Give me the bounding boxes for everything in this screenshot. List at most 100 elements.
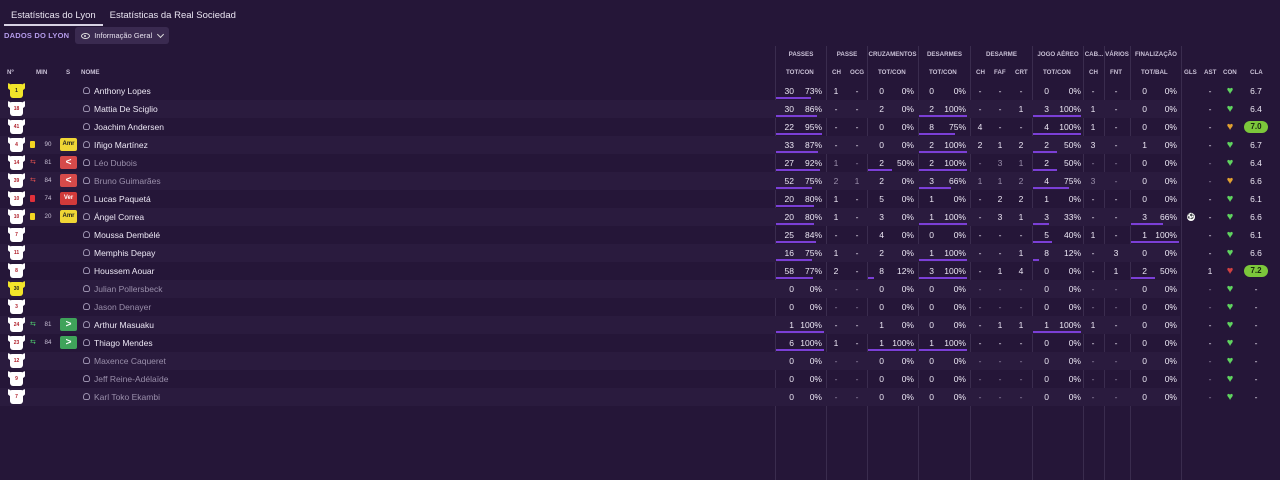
col-header-desarme-ch[interactable]: CH [976,69,985,76]
tab-lyon-stats[interactable]: Estatísticas do Lyon [4,8,103,26]
shirt-number-icon: 12 [10,354,23,368]
passes-bar [776,115,817,117]
table-row[interactable]: 18 Mattia De Sciglio 30 86% - -2 0% 2 100% - -1 3 10… [0,100,1262,118]
aerial-bar [1033,187,1069,189]
passes-pct: 75% [804,248,822,258]
col-header-cruz-tot-con[interactable]: TOT/CON [878,69,906,76]
faf-value: 3 [997,158,1003,168]
key-passes: 1 [833,212,839,222]
assists-value: - [1208,302,1212,312]
player-name: Ángel Correa [94,212,145,222]
passes-pct: 0% [809,302,822,312]
tackles-bar [919,349,967,351]
table-row[interactable]: 24 ⇆ 81 > Arthur Masuaku 1 100% - -1 0% 0 0% -1 1 1 100… [0,316,1257,334]
shirt-number-icon: 39 [10,174,23,188]
table-row[interactable]: 9 Jeff Reine-Adélaïde 0 0% - -0 0% 0 0% - - -0 0% - -0… [0,370,1257,388]
tackle-ch: 1 [977,176,983,186]
table-row[interactable]: 11 Memphis Depay 16 75% 1-2 0% 1 100% - -1 8 12% -3 0… [0,244,1262,262]
col-header-des-tot-con[interactable]: TOT/CON [929,69,957,76]
table-row[interactable]: 30 Julian Pollersbeck 0 0% - -0 0% 0 0% - - -0 0% - -0… [0,280,1257,298]
shots-pct: 0% [1164,320,1177,330]
passes-total: 16 [784,248,794,258]
crosses-total: 2 [879,158,884,168]
table-row[interactable]: 1 Anthony Lopes 30 73% 1-0 0% 0 0% - - -0 0% - -0 0% - ♥… [0,82,1262,100]
table-row[interactable]: 12 Maxence Caqueret 0 0% - -0 0% 0 0% - - -0 0% - -0 0%… [0,352,1257,370]
player-head-icon [83,249,90,256]
col-header-nome[interactable]: NOME [81,69,100,76]
tackle-ch: - [978,194,982,204]
faf-value: - [998,284,1002,294]
player-head-icon [83,87,90,94]
col-header-ast[interactable]: AST [1204,69,1217,76]
view-select[interactable]: Informação Geral [75,27,170,44]
passes-total: 27 [784,158,794,168]
condition-heart-icon: ♥ [1226,337,1234,349]
passes-pct: 75% [804,176,822,186]
faf-value: - [998,302,1002,312]
condition-heart-icon: ♥ [1226,229,1234,241]
shirt-number-icon: 41 [10,120,23,134]
passes-pct: 0% [809,392,822,402]
status-badge: > [60,336,77,349]
table-row[interactable]: 8 Houssem Aouar 58 77% 2-8 12% 3 100% -1 4 0 0% -1 2 5… [0,262,1268,280]
ocg-value: - [855,140,859,150]
col-header-passe-ch[interactable]: CH [832,69,841,76]
condition-heart-icon: ♥ [1226,139,1234,151]
fnt-value: - [1114,392,1118,402]
col-header-tot-bal[interactable]: TOT/BAL [1141,69,1168,76]
col-header-ocg[interactable]: OCG [850,69,865,76]
player-head-icon [83,303,90,310]
col-header-crt[interactable]: CRT [1015,69,1028,76]
passes-pct: 80% [804,212,822,222]
ocg-value: - [855,284,859,294]
key-passes: 1 [833,338,839,348]
condition-heart-icon: ♥ [1226,319,1234,331]
table-row[interactable]: 7 Karl Toko Ekambi 0 0% - -0 0% 0 0% - - -0 0% - -0 0% -… [0,388,1257,406]
passes-total: 6 [789,338,794,348]
tackle-ch: - [978,230,982,240]
col-header-faf[interactable]: FAF [994,69,1006,76]
col-header-s[interactable]: S [66,69,71,76]
col-header-passes-tot-con[interactable]: TOT/CON [786,69,814,76]
tackles-bar [919,115,967,117]
col-header-con[interactable]: CON [1223,69,1237,76]
crt-value: - [1019,374,1023,384]
assists-value: - [1208,86,1212,96]
crosses-total: 0 [879,374,884,384]
faf-value: 1 [997,176,1003,186]
table-row[interactable]: 10 20 Amr Ángel Correa 20 80% 1-3 0% 1 100% -3 1 3 33… [0,208,1262,226]
table-row[interactable]: 4 90 Amr Iñigo Martínez 33 87% - - 0 0% 2 100% 2 1 2 2 5… [0,136,1262,154]
table-row[interactable]: 23 ⇆ 84 > Thiago Mendes 6 100% 1-1 100% 1 100% - - -0… [0,334,1257,352]
shots-pct: 0% [1164,158,1177,168]
col-header-cab-ch[interactable]: CH [1089,69,1098,76]
col-header-fnt[interactable]: FNT [1110,69,1123,76]
tackles-total: 2 [929,158,934,168]
aerial-pct: 0% [1068,194,1081,204]
condition-heart-icon: ♥ [1226,247,1234,259]
col-header-cla[interactable]: CLA [1250,69,1263,76]
table-row[interactable]: 3 Jason Denayer 0 0% - -0 0% 0 0% - - -0 0% - -0 0% - ♥ - [0,298,1257,316]
col-header-aer-tot-con[interactable]: TOT/CON [1043,69,1071,76]
player-head-icon [83,267,90,274]
condition-heart-icon: ♥ [1226,211,1234,223]
table-row[interactable]: 14 ⇆ 81 < Léo Dubois 27 92% 1-2 50% 2 100% -3 1 2 50% -… [0,154,1262,172]
rating-value: - [1254,356,1258,366]
key-passes: 1 [833,158,839,168]
passes-total: 0 [789,302,794,312]
crosses-pct: 12% [896,266,914,276]
col-header-gls[interactable]: GLS [1184,69,1197,76]
tackles-pct: 0% [953,392,966,402]
col-header-min[interactable]: MIN [36,69,48,76]
crosses-pct: 0% [901,284,914,294]
crosses-pct: 0% [901,122,914,132]
tab-real-sociedad-stats[interactable]: Estatísticas da Real Sociedad [109,10,236,21]
passes-bar [776,187,812,189]
table-row[interactable]: 10 74 Ver Lucas Paquetá 20 80% 1-5 0% 1 0% -2 2 1 0% -… [0,190,1262,208]
col-header-num[interactable]: Nº [7,69,14,76]
table-row[interactable]: 41 Joachim Andersen 22 95% - -0 0% 8 75% 4- -4 100%… [0,118,1268,136]
table-row[interactable]: 7 Moussa Dembélé 25 84% - -4 0% 0 0% - - -5 40% 1-1 10… [0,226,1262,244]
aerial-pct: 50% [1063,158,1081,168]
tackles-pct: 100% [944,248,966,258]
aerial-pct: 0% [1068,392,1081,402]
table-row[interactable]: 39 ⇆ 84 < Bruno Guimarães 52 75% 2 1 2 0% 3 66% 1 1 2 4 7… [0,172,1262,190]
